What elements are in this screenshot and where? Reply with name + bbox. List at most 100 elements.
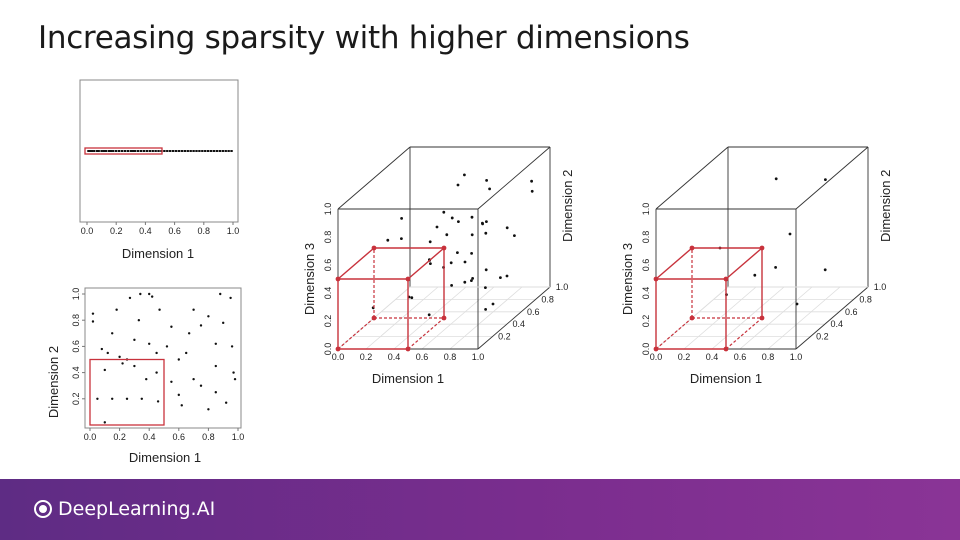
cube-few-data-point-7 [823,268,827,272]
cube-few-data-point-0 [774,177,778,181]
cube-many-data-point-43 [386,238,390,242]
data-point-1d-0 [87,150,90,152]
cube-many-z-tick-label-2: 0.4 [323,287,333,300]
data-point-2d-6 [96,397,99,400]
cube-many-highlight-vertex-4 [371,245,377,251]
cube-many-data-point-34 [485,179,488,182]
y-axis-label-2d: Dimension 2 [46,346,61,418]
cube-few-cube-edge-7 [655,146,729,210]
cube-many-data-point-9 [470,233,474,237]
cube-many-x-axis-label: Dimension 1 [372,371,444,386]
data-point-1d-22 [142,150,146,152]
cube-many-data-point-26 [435,225,439,229]
data-point-2d-44 [111,332,114,335]
cube-many-grid-x-4 [449,286,523,350]
data-point-1d-40 [195,150,198,152]
cube-many-data-point-21 [491,302,495,306]
cube-few-highlight-edge-5 [725,247,763,280]
data-point-1d-17 [129,150,132,152]
data-point-2d-48 [207,408,210,411]
cube-many-data-point-31 [450,284,453,287]
cube-many-data-point-33 [457,220,460,224]
data-point-2d-32 [192,377,195,381]
cube-many-highlight-vertex-0 [335,346,341,352]
y-tick-label-2d-3: 0.8 [71,314,81,327]
cube-many-data-point-41 [470,252,473,255]
data-point-2d-17 [145,377,148,381]
cube-many-highlight-vertex-3 [405,276,411,282]
cube-many-data-point-20 [499,276,502,279]
cube-many-data-point-19 [484,268,488,272]
data-point-2d-13 [150,295,154,298]
data-point-1d-41 [198,150,201,152]
cube-many-x-tick-label-4: 0.8 [444,352,457,362]
data-point-2d-3 [103,368,107,372]
cube-many-z-axis-label: Dimension 3 [302,243,317,315]
data-point-1d-7 [102,150,105,152]
data-point-1d-3 [93,150,96,152]
data-point-1d-33 [174,150,178,152]
data-point-1d-49 [221,150,224,152]
cube-many-data-point-4 [450,216,454,220]
data-point-1d-25 [151,150,154,152]
y-tick-label-2d-4: 1.0 [71,288,81,301]
data-point-1d-27 [157,150,160,152]
cube-many-data-point-11 [513,234,516,238]
cube-few-highlight-vertex-1 [723,346,729,352]
data-point-2d-35 [214,342,217,345]
cube-few-data-point-8 [795,302,799,306]
cube-few-y-tick-label-3: 0.6 [845,307,858,317]
data-point-1d-45 [209,150,213,152]
data-point-1d-6 [100,150,103,152]
cube-many-data-point-22 [484,308,487,311]
cube-many-highlight-vertex-6 [441,315,447,321]
data-point-1d-52 [230,150,233,152]
x-axis-label-1d: Dimension 1 [122,246,194,261]
data-point-2d-26 [180,404,183,407]
data-point-2d-39 [233,377,237,381]
slide-title: Increasing sparsity with higher dimensio… [38,20,690,56]
cube-many-x-tick-label-3: 0.6 [416,352,429,362]
data-point-2d-46 [148,342,151,345]
cube-few-z-tick-label-5: 1.0 [641,203,651,216]
data-point-2d-25 [177,393,180,397]
y-tick-label-2d-2: 0.6 [71,340,81,353]
data-point-1d-23 [145,150,149,152]
cube-many-data-point-2 [488,187,491,191]
cube-many-data-point-37 [428,240,432,244]
cube-many-highlight-vertex-5 [441,245,447,251]
data-point-2d-41 [219,292,222,296]
cube-many-x-tick-label-1: 0.2 [360,352,373,362]
cube-many-cube-edge-7 [337,146,411,210]
data-point-1d-14 [120,150,124,152]
data-point-1d-42 [201,150,204,152]
data-point-2d-11 [139,292,142,296]
data-point-2d-9 [121,362,124,365]
cube-few-x-tick-label-4: 0.8 [762,352,775,362]
data-point-2d-1 [100,347,104,351]
cube-few-highlight-vertex-3 [723,276,729,282]
data-point-1d-8 [104,150,108,152]
data-point-2d-14 [125,397,129,400]
cube-few-highlight-vertex-0 [653,346,659,352]
cube-many-data-point-39 [427,313,431,317]
data-point-1d-5 [97,150,100,152]
data-point-2d-22 [155,351,158,355]
data-point-1d-26 [154,150,157,152]
cube-many-data-point-8 [484,231,488,235]
data-point-2d-40 [230,345,234,348]
data-point-2d-42 [177,358,180,361]
cube-many-data-point-13 [530,179,533,183]
cube-few-data-point-3 [774,266,777,269]
cube-many-data-point-0 [456,183,460,187]
data-point-2d-2 [106,351,109,355]
data-point-1d-34 [177,150,181,152]
data-point-2d-47 [185,351,188,355]
data-point-2d-29 [199,324,203,327]
data-point-1d-50 [224,150,227,152]
cube-many-z-tick-label-1: 0.2 [323,315,333,328]
data-point-1d-16 [126,150,130,152]
data-point-1d-36 [183,150,187,152]
data-point-1d-39 [192,150,195,152]
cube-few-highlight-vertex-7 [689,315,695,321]
